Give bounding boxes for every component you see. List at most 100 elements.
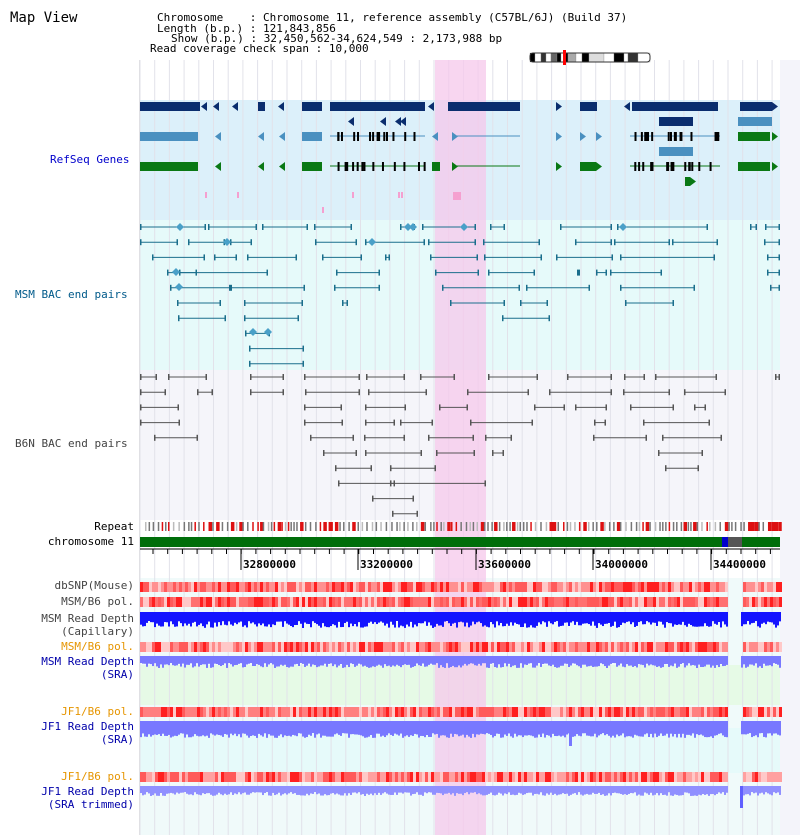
depth-bar xyxy=(156,612,158,624)
heat-cell xyxy=(266,582,269,592)
heat-cell xyxy=(170,597,173,607)
heat-cell xyxy=(317,597,320,607)
heat-cell xyxy=(428,707,431,717)
depth-bar xyxy=(682,786,684,796)
depth-bar xyxy=(530,656,532,664)
depth-bar xyxy=(526,612,528,628)
depth-bar xyxy=(344,656,346,668)
depth-bar xyxy=(156,721,158,735)
heat-cell xyxy=(647,582,650,592)
depth-bar xyxy=(222,656,224,666)
heat-cell xyxy=(566,707,569,717)
repeat-element xyxy=(724,522,729,531)
repeat-element xyxy=(216,522,220,531)
heat-cell xyxy=(389,642,392,652)
depth-bar xyxy=(232,786,234,795)
depth-bar xyxy=(368,612,370,623)
heat-cell xyxy=(665,772,668,782)
bac-end xyxy=(340,404,342,411)
depth-bar xyxy=(462,656,464,666)
depth-bar xyxy=(140,656,142,664)
heat-cell xyxy=(725,707,728,717)
heat-cell xyxy=(215,582,218,592)
depth-bar xyxy=(674,656,676,664)
gene-arrow xyxy=(215,162,221,171)
depth-bar xyxy=(638,612,640,623)
heat-cell xyxy=(449,772,452,782)
depth-bar xyxy=(626,656,628,665)
depth-bar xyxy=(252,612,254,623)
depth-bar xyxy=(410,612,412,622)
heat-cell xyxy=(674,772,677,782)
bac-end xyxy=(484,480,486,487)
depth-bar xyxy=(374,656,376,667)
depth-bar xyxy=(542,612,544,622)
bac-end xyxy=(341,419,343,426)
heat-cell xyxy=(341,582,344,592)
gene-exon xyxy=(140,162,198,171)
depth-bar xyxy=(432,721,434,734)
heat-cell xyxy=(401,597,404,607)
depth-bar xyxy=(434,721,436,735)
bac-end xyxy=(334,284,336,291)
depth-bar xyxy=(378,721,380,734)
heat-cell xyxy=(653,772,656,782)
repeat-element xyxy=(762,522,765,531)
heat-cell xyxy=(587,597,590,607)
heat-cell xyxy=(467,772,470,782)
heat-cell xyxy=(452,772,455,782)
heat-cell xyxy=(614,772,617,782)
depth-bar xyxy=(572,721,574,737)
depth-bar xyxy=(382,612,384,623)
heat-cell xyxy=(344,582,347,592)
heat-cell xyxy=(221,597,224,607)
heat-cell xyxy=(347,582,350,592)
bac-end xyxy=(662,434,664,441)
depth-bar xyxy=(664,721,666,736)
heat-cell xyxy=(581,707,584,717)
depth-bar xyxy=(610,721,612,738)
depth-bar xyxy=(708,786,710,796)
depth-bar xyxy=(724,786,726,795)
heat-cell xyxy=(491,582,494,592)
heat-cell xyxy=(446,707,449,717)
depth-bar xyxy=(508,612,510,626)
depth-bar xyxy=(751,786,753,793)
depth-bar xyxy=(594,612,596,626)
track-label-b6n-bac[interactable]: B6N BAC end pairs xyxy=(15,437,128,450)
depth-bar xyxy=(150,612,152,623)
depth-bar xyxy=(534,656,536,668)
depth-bar xyxy=(470,786,472,793)
heat-cell xyxy=(776,707,779,717)
span-key: Read coverage check span xyxy=(150,42,309,55)
depth-bar xyxy=(544,656,546,664)
heat-cell xyxy=(578,597,581,607)
heat-cell xyxy=(638,707,641,717)
heat-cell xyxy=(683,642,686,652)
bac-end xyxy=(594,419,596,426)
repeat-element xyxy=(530,522,532,531)
depth-bar xyxy=(468,721,470,737)
depth-bar xyxy=(536,786,538,794)
bac-end xyxy=(140,404,142,411)
depth-bar xyxy=(396,786,398,795)
heat-cell xyxy=(554,707,557,717)
track-label-refseq[interactable]: RefSeq Genes xyxy=(50,153,130,166)
heat-cell xyxy=(176,597,179,607)
heat-cell xyxy=(368,597,371,607)
heat-cell xyxy=(680,642,683,652)
repeat-element xyxy=(260,522,264,531)
heat-cell xyxy=(251,597,254,607)
bac-end xyxy=(567,374,569,380)
chromosome-ideogram[interactable] xyxy=(529,50,651,65)
depth-bar xyxy=(718,721,720,734)
depth-bar xyxy=(196,612,198,627)
heat-cell xyxy=(551,582,554,592)
heat-cell xyxy=(212,707,215,717)
gene-exon xyxy=(698,162,701,171)
heat-cell xyxy=(446,642,449,652)
track-label-msm-bac[interactable]: MSM BAC end pairs xyxy=(15,288,128,301)
depth-bar xyxy=(356,656,358,666)
repeat-element xyxy=(771,522,776,531)
